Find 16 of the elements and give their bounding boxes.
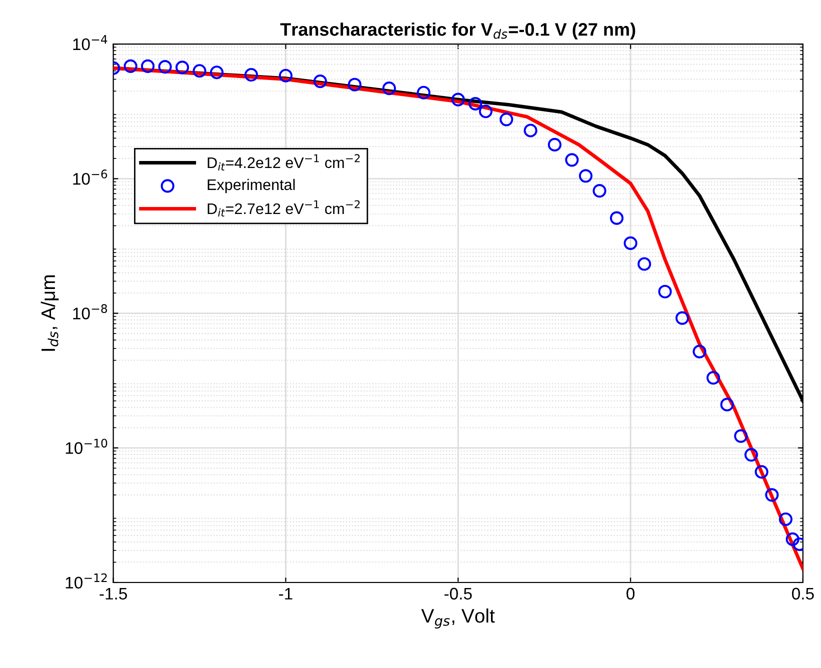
y-tick-label: 10$^{−12}$ bbox=[66, 573, 107, 589]
x-tick-label: -1.5 bbox=[100, 588, 127, 600]
y-tick-label: 10$^{−4}$ bbox=[73, 35, 108, 50]
x-tick-label: -0.5 bbox=[444, 588, 472, 600]
x-tick-label: 0 bbox=[626, 588, 635, 600]
y-tick-label: 10$^{−10}$ bbox=[66, 438, 108, 454]
y-tick-label: 10$^{−6}$ bbox=[73, 170, 108, 185]
legend-label: D$_{it}$=4.2e12 eV$^{−1}$ cm$^{−2}$ bbox=[208, 154, 360, 170]
x-axis-title: V$_{gs}$, Volt bbox=[421, 608, 495, 629]
y-tick-label: 10$^{−8}$ bbox=[73, 304, 108, 320]
legend-label: D$_{it}$=2.7e12 eV$^{−1}$ cm$^{−2}$ bbox=[208, 200, 360, 216]
x-tick-label: -1 bbox=[279, 588, 292, 600]
x-tick-label: 0.5 bbox=[792, 588, 814, 600]
y-axis-title: I$_{ds}$, A/μm bbox=[40, 275, 59, 351]
legend-label: Experimental bbox=[208, 178, 295, 194]
chart-title: Transcharacteristic for V$_{ds}$=-0.1 V (27 nm) bbox=[280, 22, 636, 40]
